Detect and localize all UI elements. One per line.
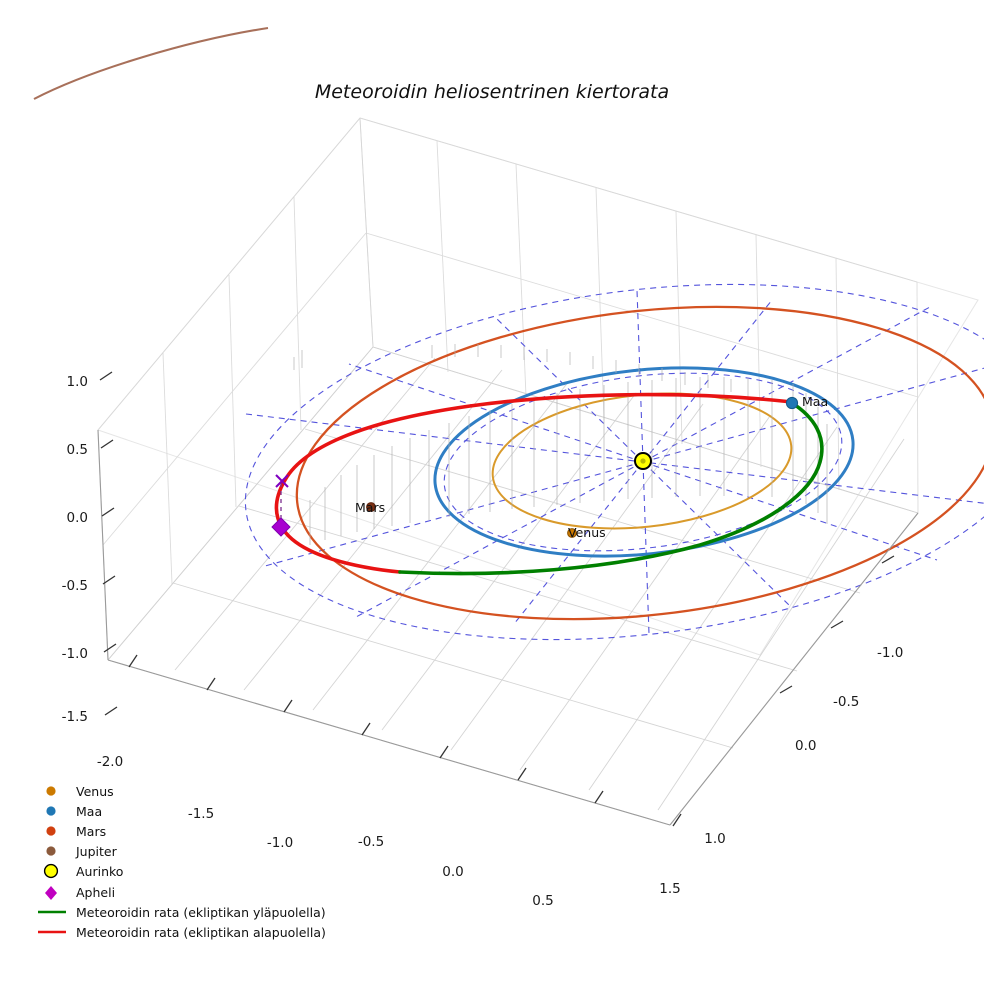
y-tick-2: 0.0: [795, 738, 816, 754]
x-tick-7: 1.5: [659, 881, 680, 897]
axis-spines: [97, 429, 919, 826]
z-tick-4: -1.0: [62, 646, 88, 662]
legend-marker-venus: [46, 786, 56, 796]
x-tick-4: 0.0: [442, 864, 463, 880]
x-axis-tick-labels: -2.0 -1.5 -1.0 -0.5 0.0 0.5 1.0 1.5: [97, 754, 726, 909]
aphelion-group: [271, 474, 291, 537]
z-axis-tick-labels: 1.0 0.5 0.0 -0.5 -1.0 -1.5: [62, 374, 88, 725]
orbit-mars: [295, 305, 984, 621]
legend-marker-jupiter: [46, 846, 56, 856]
z-tick-0: 1.0: [67, 374, 88, 390]
z-tick-1: 0.5: [67, 442, 88, 458]
x-tick-3: -0.5: [358, 834, 384, 850]
legend-label-jupiter: Jupiter: [75, 844, 118, 859]
legend-label-aurinko: Aurinko: [76, 864, 123, 879]
axes-panes: [97, 117, 979, 656]
z-tick-2: 0.0: [67, 510, 88, 526]
legend-label-mars: Mars: [76, 824, 106, 839]
z-tick-5: -1.5: [62, 709, 88, 725]
legend-label-maa: Maa: [76, 804, 102, 819]
body-markers: [366, 396, 799, 538]
mars-marker: [366, 502, 376, 512]
orbit-meteoroid-below: [274, 392, 794, 574]
legend-label-venus: Venus: [76, 784, 114, 799]
legend-marker-aurinko: [43, 863, 59, 879]
legend-marker-apheli: [45, 886, 57, 900]
orbit-meteoroid-above: [398, 401, 824, 576]
earth-marker: [785, 396, 799, 410]
sun-core: [640, 458, 646, 464]
mars-label: Mars: [355, 500, 385, 515]
ecliptic-polar-grid: [244, 283, 984, 641]
venus-label: Venus: [568, 525, 606, 540]
z-axis-ticks: [99, 371, 118, 716]
venus-marker: [567, 528, 577, 538]
legend-label-below: Meteoroidin rata (ekliptikan alapuolella…: [76, 925, 326, 940]
orbit-jupiter: [33, 26, 269, 100]
y-axis-tick-labels: -1.0 -0.5 0.0: [795, 645, 903, 754]
x-axis-ticks: [128, 654, 682, 827]
z-tick-3: -0.5: [62, 578, 88, 594]
legend-marker-maa: [46, 806, 56, 816]
x-tick-5: 0.5: [532, 893, 553, 909]
pane-grid-left: [97, 117, 374, 661]
aphelion-diamond-marker: [271, 517, 291, 537]
stem-lines: [293, 344, 828, 545]
y-tick-1: -0.5: [833, 694, 859, 710]
x-tick-1: -1.5: [188, 806, 214, 822]
y-axis-ticks: [779, 555, 895, 694]
legend-label-apheli: Apheli: [76, 885, 115, 900]
legend-label-above: Meteoroidin rata (ekliptikan yläpuolella…: [76, 905, 326, 920]
maa-label: Maa: [802, 394, 828, 409]
legend-marker-mars: [46, 826, 56, 836]
legend: Venus Maa Mars Jupiter Aurinko Apheli Me…: [38, 784, 326, 940]
x-tick-0: -2.0: [97, 754, 123, 770]
aphelion-x-marker: [275, 474, 289, 488]
y-tick-0: -1.0: [877, 645, 903, 661]
x-tick-6: 1.0: [704, 831, 725, 847]
body-labels: Maa Mars Venus: [355, 394, 828, 540]
orbit-maa: [433, 366, 855, 558]
x-tick-2: -1.0: [267, 835, 293, 851]
page-title: Meteoroidin heliosentrinen kiertorata: [315, 81, 669, 103]
